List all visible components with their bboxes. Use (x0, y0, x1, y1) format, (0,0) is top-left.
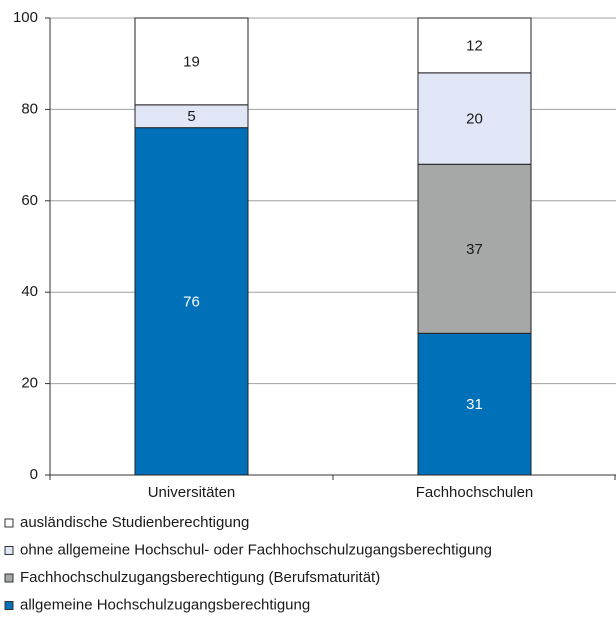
bar-segment (134, 127, 249, 476)
data-label: 76 (183, 293, 200, 310)
bar-segment (417, 17, 532, 74)
legend-label: ausländische Studienberechtigung (20, 514, 249, 531)
x-tick-label: Fachhochschulen (416, 484, 534, 501)
data-label: 20 (466, 111, 483, 128)
data-label: 12 (466, 37, 483, 54)
y-tick-label: 0 (30, 466, 38, 483)
x-tick-label: Universitäten (148, 484, 236, 501)
y-tick-label: 20 (21, 375, 38, 392)
bar-segment (417, 332, 532, 476)
data-label: 31 (466, 396, 483, 413)
legend-label: allgemeine Hochschulzugangsberechtigung (20, 596, 310, 613)
y-tick-label: 80 (21, 100, 38, 117)
y-tick-label: 60 (21, 192, 38, 209)
bar-segment (417, 163, 532, 334)
data-label: 19 (183, 53, 200, 70)
bar-segment (134, 17, 249, 106)
legend-swatch (4, 546, 14, 555)
legend-label: Fachhochschulzugangsberechtigung (Berufs… (20, 569, 380, 586)
bar-segment (417, 72, 532, 165)
data-label: 5 (187, 108, 195, 125)
legend-swatch (4, 518, 14, 528)
y-tick-label: 100 (13, 9, 38, 26)
y-tick-label: 40 (21, 283, 38, 300)
legend-swatch (4, 601, 14, 610)
legend-swatch (4, 573, 14, 583)
data-label: 37 (466, 241, 483, 258)
legend-label: ohne allgemeine Hochschul- oder Fachhoch… (20, 541, 492, 558)
